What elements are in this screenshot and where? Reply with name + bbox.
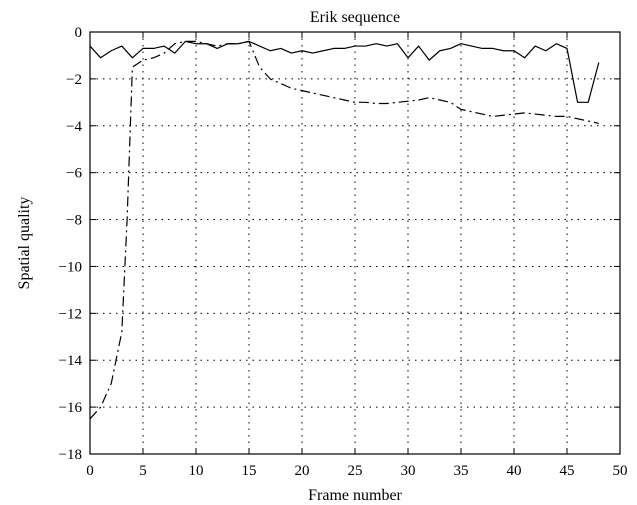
x-tick-label: 35 xyxy=(454,463,469,479)
x-tick-label: 0 xyxy=(86,463,94,479)
y-tick-label: −12 xyxy=(59,306,82,322)
y-tick-label: 0 xyxy=(75,25,83,41)
series-line-2-dashdot xyxy=(89,40,599,420)
x-tick-label: 20 xyxy=(295,463,310,479)
y-tick-label: −6 xyxy=(66,166,82,182)
grid xyxy=(90,32,620,454)
x-tick-label: 40 xyxy=(507,463,522,479)
x-axis: 0 5 10 15 20 25 30 35 40 45 50 xyxy=(86,32,628,479)
y-axis: 0 −2 −4 −6 −8 −10 −12 −14 −16 −18 xyxy=(59,25,620,463)
x-axis-title: Frame number xyxy=(308,487,402,504)
x-tick-label: 10 xyxy=(189,463,204,479)
x-tick-label: 45 xyxy=(560,463,575,479)
x-tick-label: 30 xyxy=(401,463,416,479)
x-tick-label: 50 xyxy=(613,463,628,479)
y-tick-label: −14 xyxy=(59,353,83,369)
y-axis-title: Spatial quality xyxy=(16,197,33,290)
series-line-1-solid xyxy=(89,40,600,103)
y-tick-label: −8 xyxy=(66,213,82,229)
y-tick-label: −4 xyxy=(66,119,82,135)
x-tick-label: 15 xyxy=(242,463,257,479)
y-tick-label: −16 xyxy=(59,400,83,416)
y-tick-label: −10 xyxy=(59,259,82,275)
y-tick-label: −18 xyxy=(59,447,82,463)
x-tick-label: 5 xyxy=(139,463,147,479)
x-tick-label: 25 xyxy=(348,463,363,479)
series-layer xyxy=(89,40,600,420)
chart-title: Erik sequence xyxy=(310,9,400,26)
y-tick-label: −2 xyxy=(66,72,82,88)
